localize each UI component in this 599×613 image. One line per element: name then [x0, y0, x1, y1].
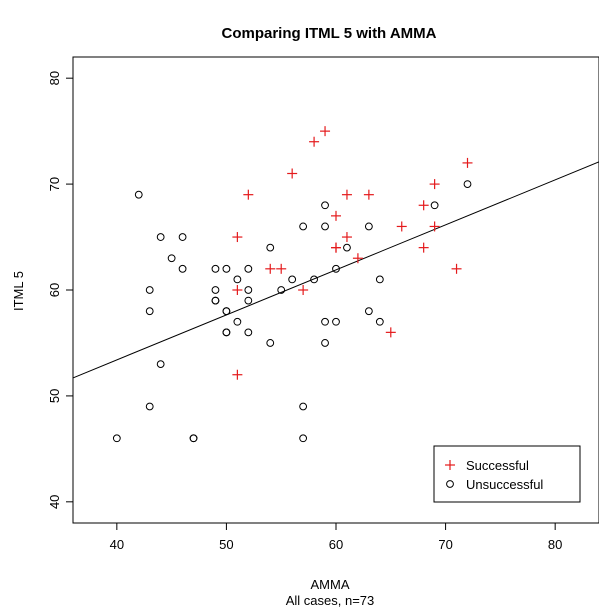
data-point-successful — [429, 179, 440, 190]
y-tick-label: 50 — [47, 389, 62, 403]
data-point-unsuccessful — [244, 264, 253, 273]
data-point-unsuccessful — [211, 296, 220, 305]
data-point-unsuccessful — [244, 296, 253, 305]
data-point-unsuccessful — [321, 222, 329, 231]
data-point-unsuccessful — [299, 222, 308, 231]
data-point-successful — [462, 157, 473, 168]
data-point-unsuccessful — [266, 243, 275, 252]
data-point-unsuccessful — [244, 328, 253, 337]
data-point-successful — [276, 263, 287, 274]
data-point-unsuccessful — [321, 317, 329, 326]
data-point-unsuccessful — [222, 264, 231, 273]
data-point-successful — [331, 210, 341, 221]
data-point-successful — [243, 189, 254, 200]
data-point-unsuccessful — [277, 286, 286, 294]
data-point-successful — [298, 285, 309, 295]
y-tick-label: 40 — [47, 495, 62, 509]
data-point-unsuccessful — [332, 264, 340, 273]
x-axis-subtitle: All cases, n=73 — [286, 593, 375, 608]
x-axis: 40 50 60 70 80 — [110, 523, 562, 552]
data-point-unsuccessful — [211, 286, 220, 294]
data-point-successful — [429, 221, 440, 232]
data-point-unsuccessful — [364, 307, 373, 316]
data-point-unsuccessful — [178, 233, 187, 241]
data-point-unsuccessful — [178, 264, 187, 273]
data-point-successful — [341, 232, 352, 243]
legend-symbol-successful — [445, 460, 455, 470]
x-tick-label: 40 — [110, 537, 124, 552]
legend-box — [433, 445, 581, 503]
legend-label-successful: Successful — [466, 458, 529, 473]
data-point-successful — [232, 232, 243, 243]
data-point-unsuccessful — [145, 286, 154, 294]
data-point-unsuccessful — [222, 328, 231, 337]
legend-label-unsuccessful: Unsuccessful — [466, 477, 543, 492]
data-point-unsuccessful — [211, 264, 220, 273]
data-point-successful — [418, 200, 429, 211]
data-point-unsuccessful — [332, 317, 340, 326]
data-point-unsuccessful — [233, 275, 242, 284]
data-point-unsuccessful — [134, 190, 143, 199]
y-tick-label: 80 — [47, 71, 62, 85]
x-axis-label: AMMA — [311, 577, 350, 592]
data-point-successful — [396, 221, 407, 232]
data-point-successful — [451, 263, 462, 274]
data-point-unsuccessful — [244, 286, 253, 294]
data-point-unsuccessful — [310, 275, 318, 284]
data-point-successful — [287, 168, 298, 179]
data-point-unsuccessful — [189, 434, 198, 443]
data-point-unsuccessful — [321, 339, 329, 347]
data-point-unsuccessful — [299, 402, 308, 411]
y-tick-label: 60 — [47, 283, 62, 297]
data-point-unsuccessful — [233, 317, 242, 326]
data-point-successful — [341, 189, 352, 200]
data-point-successful — [309, 136, 320, 147]
x-tick-label: 80 — [548, 537, 562, 552]
chart-title: Comparing ITML 5 with AMMA — [222, 25, 437, 42]
legend-symbol-unsuccessful — [446, 480, 454, 488]
data-point-successful — [232, 369, 243, 380]
data-point-successful — [385, 327, 396, 338]
data-point-unsuccessful — [375, 275, 384, 284]
legend: Successful Unsuccessful — [433, 445, 581, 503]
x-tick-label: 50 — [219, 537, 233, 552]
data-point-unsuccessful — [375, 317, 384, 326]
y-axis-label: ITML 5 — [11, 271, 26, 311]
data-point-unsuccessful — [112, 434, 121, 443]
data-point-unsuccessful — [364, 222, 373, 231]
data-point-unsuccessful — [321, 201, 329, 210]
y-axis: 40 50 60 70 80 — [47, 71, 73, 509]
y-tick-label: 70 — [47, 177, 62, 191]
data-point-successful — [352, 253, 363, 264]
data-point-unsuccessful — [167, 254, 176, 263]
regression-line-group — [72, 161, 599, 379]
data-point-successful — [418, 242, 429, 253]
data-point-successful — [363, 189, 374, 200]
data-point-unsuccessful — [145, 402, 154, 411]
data-point-unsuccessful — [266, 339, 275, 347]
data-point-unsuccessful — [156, 233, 165, 241]
data-points — [112, 126, 473, 443]
data-point-successful — [320, 126, 331, 137]
data-point-unsuccessful — [430, 201, 439, 210]
data-point-successful — [232, 285, 243, 295]
data-point-unsuccessful — [145, 307, 154, 316]
x-tick-label: 70 — [438, 537, 452, 552]
data-point-successful — [265, 263, 276, 274]
data-point-successful — [331, 242, 341, 253]
data-point-unsuccessful — [222, 307, 231, 316]
data-point-unsuccessful — [156, 360, 165, 369]
regression-line — [72, 161, 599, 379]
data-point-unsuccessful — [343, 243, 351, 252]
data-point-unsuccessful — [463, 180, 472, 188]
data-point-unsuccessful — [288, 275, 297, 284]
x-tick-label: 60 — [329, 537, 343, 552]
data-point-unsuccessful — [299, 434, 308, 443]
